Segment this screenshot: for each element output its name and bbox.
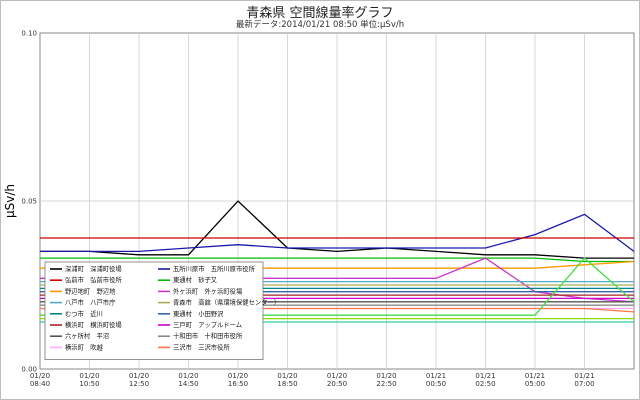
legend-label: 青森市 高舘（県環境保健センター） <box>173 298 280 307</box>
legend-label: 横浜町 吹越 <box>65 342 103 351</box>
x-tick-label: 01/20 <box>228 372 248 380</box>
legend-label: 東通村 砂子又 <box>173 275 218 284</box>
legend-label: 外ヶ浜町 外ヶ浜町役場 <box>173 286 243 295</box>
x-tick-label: 14:50 <box>178 380 198 388</box>
x-tick-label: 20:50 <box>327 380 347 388</box>
chart-subtitle: 最新データ:2014/01/21 08:50 単位:μSv/h <box>235 20 405 30</box>
y-tick-label: 0.00 <box>21 366 37 374</box>
x-tick-label: 16:50 <box>228 380 248 388</box>
x-tick-label: 18:50 <box>277 380 297 388</box>
legend-label: 十和田市 十和田市役所 <box>173 331 243 340</box>
legend-box <box>44 261 264 360</box>
x-tick-label: 01/21 <box>475 372 495 380</box>
x-tick-label: 07:00 <box>574 380 594 388</box>
series-line <box>40 257 634 263</box>
series-line <box>40 213 635 253</box>
x-tick-label: 22:50 <box>376 380 396 388</box>
x-tick-label: 01/20 <box>178 372 198 380</box>
x-tick-label: 01/21 <box>574 372 594 380</box>
y-axis-label: μSv/h <box>3 184 17 218</box>
series-line <box>40 200 634 259</box>
x-tick-label: 01/20 <box>30 372 50 380</box>
legend-label: 野辺地町 野辺地 <box>65 286 116 295</box>
legend-label: 横浜町 横浜町役場 <box>65 320 122 329</box>
legend-label: 三沢市 三沢市役所 <box>173 342 230 351</box>
legend-label: 五所川原市 五所川原市役所 <box>173 264 256 273</box>
y-tick-label: 0.05 <box>21 198 37 206</box>
x-tick-label: 00:50 <box>426 380 446 388</box>
x-tick-label: 01/20 <box>129 372 149 380</box>
x-tick-label: 05:00 <box>525 380 545 388</box>
x-tick-label: 01/20 <box>277 372 297 380</box>
x-tick-label: 01/20 <box>376 372 396 380</box>
legend-label: 東通村 小田野沢 <box>173 309 224 318</box>
x-tick-label: 01/21 <box>525 372 545 380</box>
legend-label: 三戸町 アップルドーム <box>173 321 242 329</box>
legend-label: 深浦町 深浦町役場 <box>65 264 122 273</box>
legend-label: 弘前市 弘前市役所 <box>65 275 122 284</box>
legend-label: むつ市 近川 <box>65 309 103 318</box>
x-tick-label: 12:50 <box>129 380 149 388</box>
x-tick-label: 01/20 <box>79 372 99 380</box>
x-tick-label: 01/21 <box>426 372 446 380</box>
y-tick-label: 0.10 <box>21 30 37 38</box>
x-tick-label: 10:50 <box>79 380 99 388</box>
legend-label: 八戸市 八戸市庁 <box>65 298 115 307</box>
x-tick-label: 08:40 <box>30 380 50 388</box>
legend-label: 六ヶ所村 平沼 <box>65 331 109 340</box>
x-tick-label: 01/20 <box>327 372 347 380</box>
chart-title: 青森県 空間線量率グラフ <box>246 6 394 21</box>
x-tick-label: 02:50 <box>475 380 495 388</box>
